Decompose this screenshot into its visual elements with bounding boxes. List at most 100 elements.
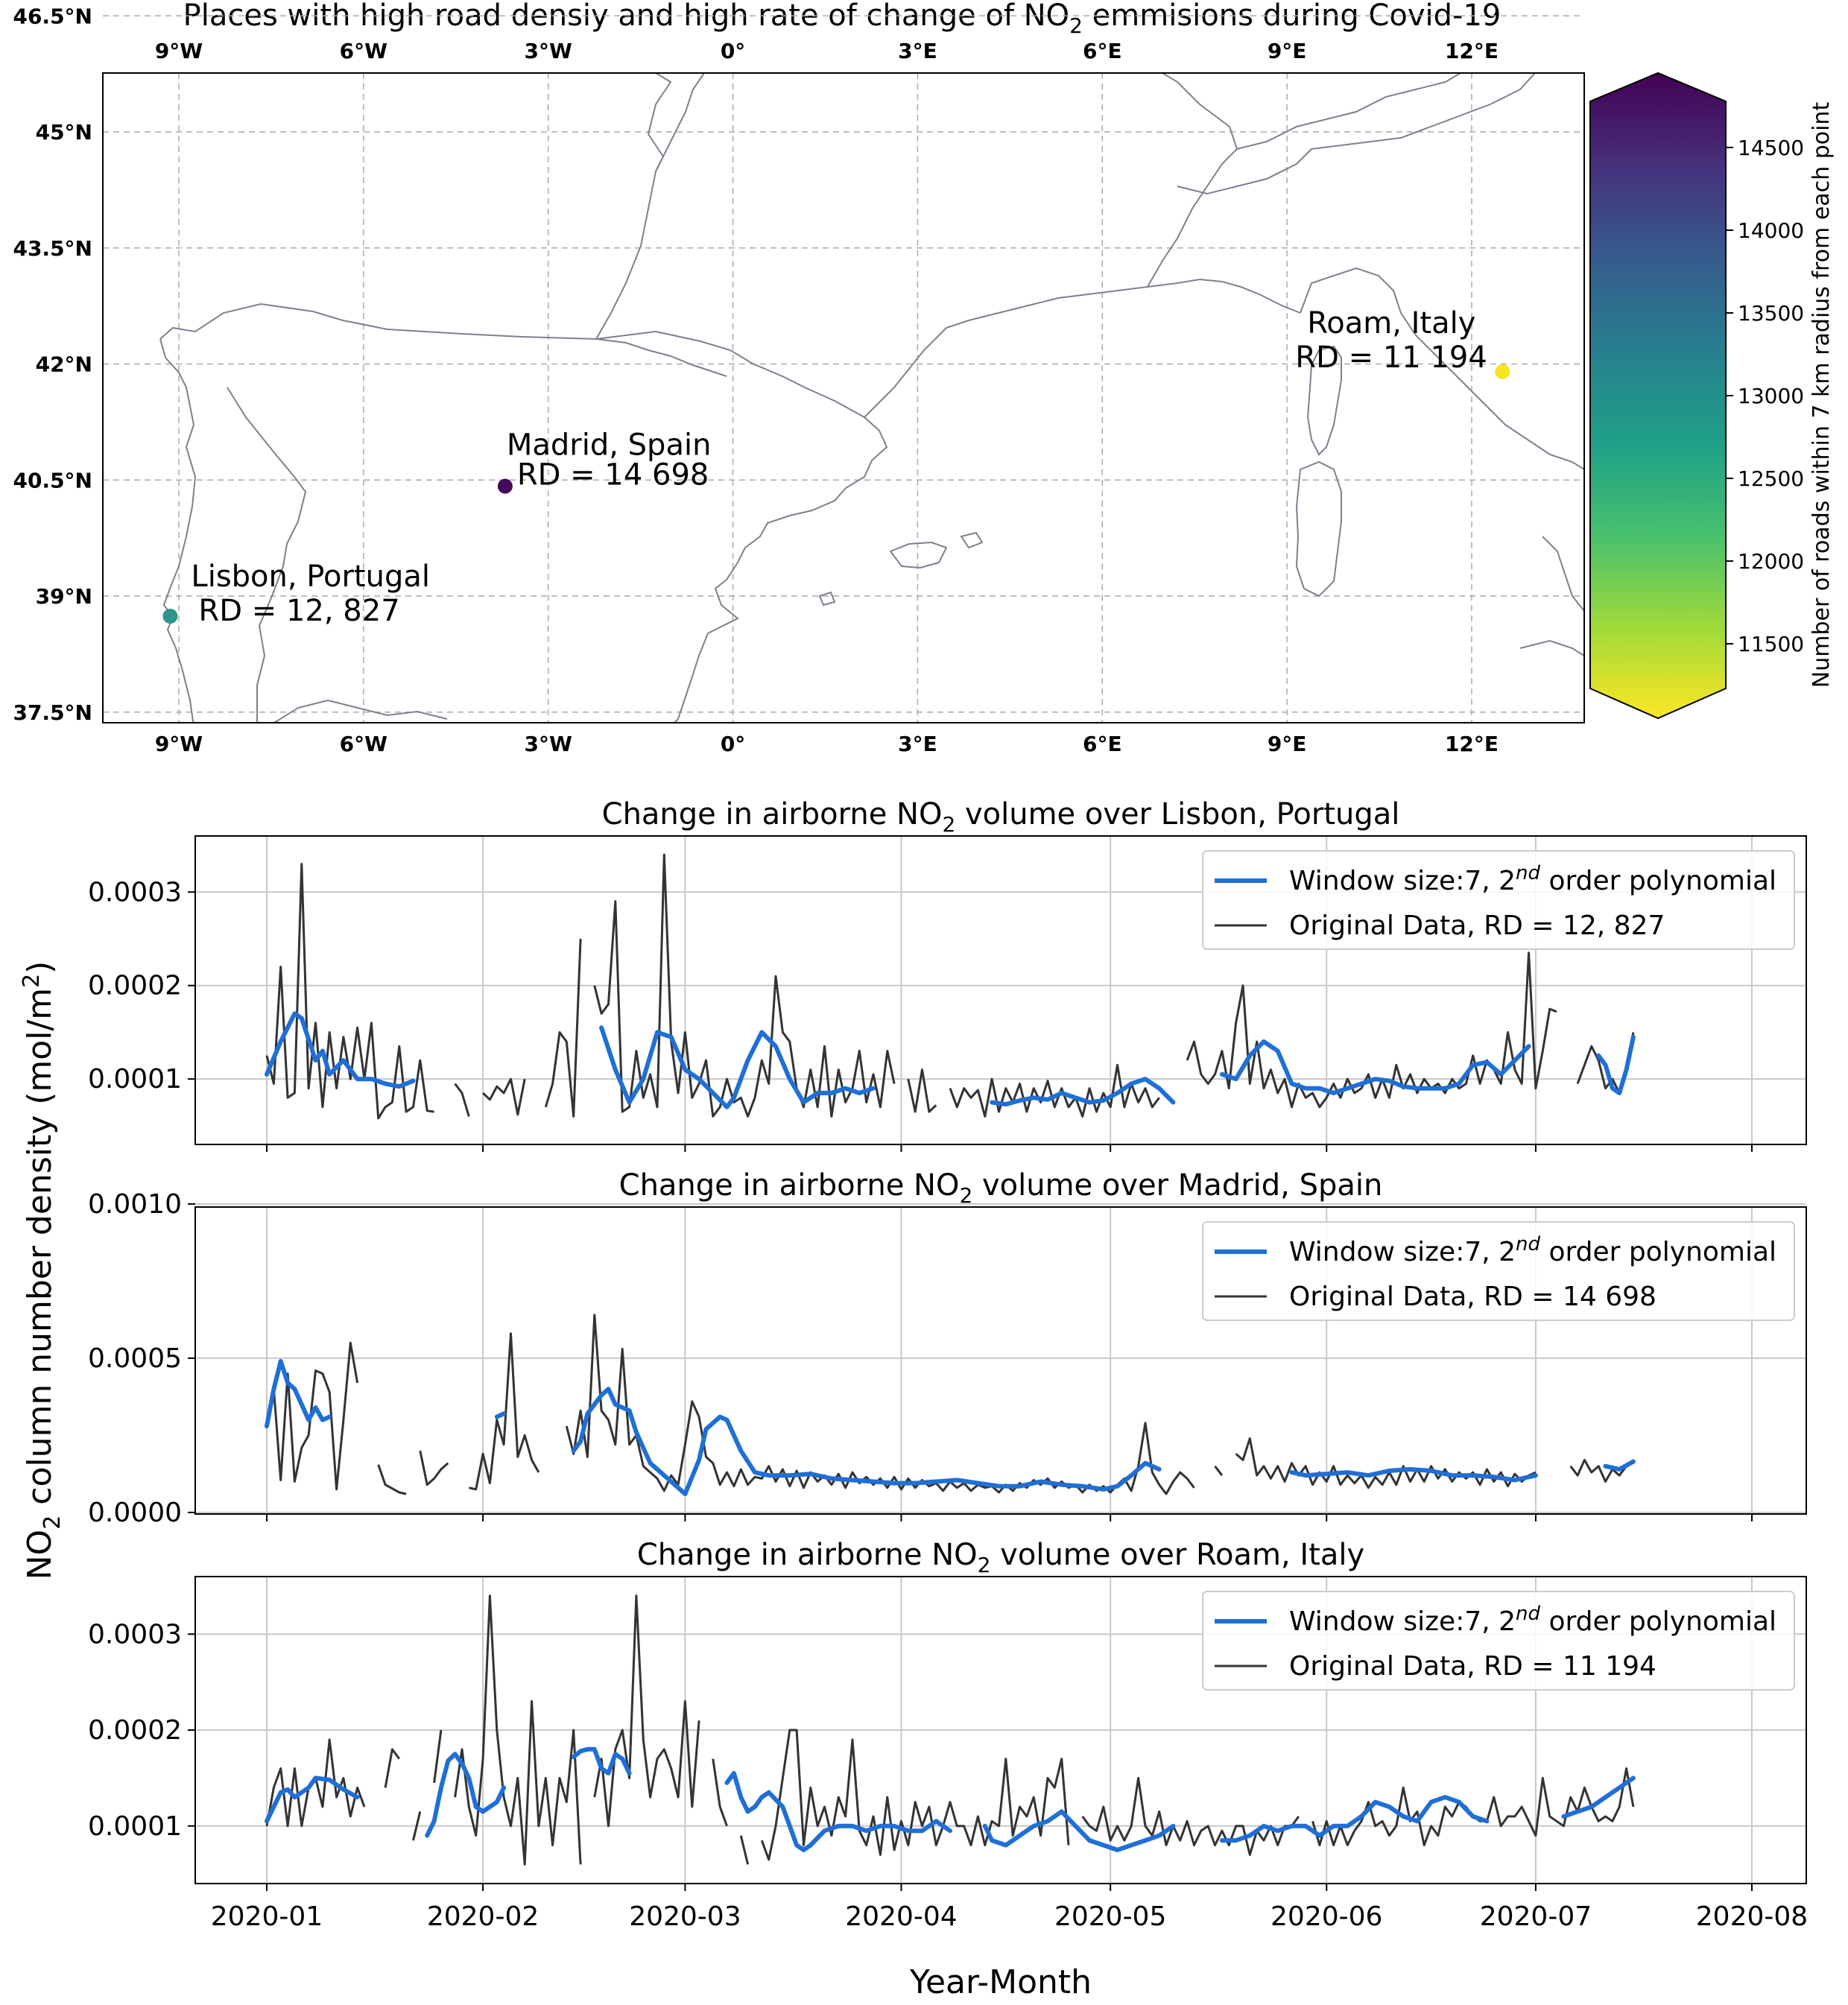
original-data-line bbox=[482, 1077, 526, 1116]
x-tick-label: 2020-07 bbox=[1480, 1901, 1592, 1932]
colorbar-tick-label: 14500 bbox=[1738, 136, 1804, 160]
lat-tick: 43.5°N bbox=[13, 236, 92, 261]
lon-tick-bottom: 0° bbox=[721, 732, 745, 756]
original-data-line bbox=[712, 1758, 728, 1827]
smoothed-line bbox=[494, 1411, 507, 1419]
smoothed-line bbox=[571, 1746, 632, 1776]
original-data-line bbox=[1186, 951, 1557, 1109]
panel-frame bbox=[194, 1576, 1807, 1884]
lat-tick: 40.5°N bbox=[13, 468, 92, 492]
legend: Window size:7, 2nd order polynomial Origi… bbox=[1202, 1591, 1795, 1691]
smoothed-line bbox=[425, 1752, 507, 1838]
x-tick-labels: 2020-01 2020-02 2020-03 2020-04 2020-05 2020-… bbox=[211, 1901, 1808, 1932]
lon-tick-bottom: 6°E bbox=[1083, 732, 1122, 756]
lon-tick-top: 9°W bbox=[155, 39, 203, 63]
y-tick-label: 0.0005 bbox=[88, 1343, 182, 1374]
original-data-line bbox=[412, 1811, 422, 1841]
lon-tick-top: 0° bbox=[721, 39, 745, 63]
original-data-line bbox=[593, 1594, 700, 1828]
y-tick-label: 0.0002 bbox=[88, 1715, 182, 1746]
lon-tick-bottom: 6°W bbox=[340, 732, 387, 756]
original-data-line bbox=[377, 1464, 407, 1495]
panel-title: Change in airborne NO2 volume over Lisbo… bbox=[602, 797, 1400, 837]
timeseries-panels: Change in airborne NO2 volume over Lisbo… bbox=[88, 797, 1807, 1891]
x-tick-label: 2020-01 bbox=[211, 1901, 323, 1932]
lat-tick: 37.5°N bbox=[13, 700, 92, 725]
original-data-line bbox=[1569, 1459, 1634, 1483]
original-data-line bbox=[454, 1594, 582, 1866]
lat-tick: 46.5°N bbox=[13, 4, 92, 28]
legend-box bbox=[1202, 1221, 1795, 1321]
colorbar-tick-label: 13500 bbox=[1738, 301, 1804, 326]
y-tick-label: 0.0001 bbox=[88, 1064, 182, 1095]
map-point-label: Lisbon, Portugal bbox=[191, 560, 430, 594]
y-tick-label: 0.0002 bbox=[88, 971, 182, 1001]
legend-box bbox=[1202, 850, 1795, 950]
x-axis-label: Year-Month bbox=[909, 1963, 1092, 2001]
x-tick-label: 2020-08 bbox=[1696, 1901, 1808, 1932]
x-tick-label: 2020-02 bbox=[427, 1901, 539, 1932]
original-data-line bbox=[384, 1748, 401, 1788]
panel-title: Change in airborne NO2 volume over Madri… bbox=[619, 1168, 1383, 1208]
x-tick-label: 2020-06 bbox=[1270, 1901, 1382, 1932]
original-data-line bbox=[565, 1314, 1195, 1495]
original-data-line bbox=[454, 1083, 470, 1117]
lon-tick-top: 9°E bbox=[1268, 39, 1307, 63]
colorbar-tick-label: 12000 bbox=[1738, 549, 1804, 574]
lat-tick: 45°N bbox=[36, 120, 92, 145]
panel-1: Change in airborne NO2 volume over Lisbo… bbox=[88, 797, 1807, 1152]
original-data-line bbox=[760, 1729, 1070, 1861]
smoothed-line bbox=[724, 1770, 952, 1852]
map-point-label: Madrid, Spain bbox=[507, 428, 712, 463]
colorbar-tick-label: 14000 bbox=[1738, 218, 1804, 243]
smoothed-line bbox=[599, 1025, 876, 1109]
map-point-rd: RD = 11 194 bbox=[1295, 340, 1487, 375]
smoothed-line bbox=[265, 1776, 360, 1824]
colorbar-tick-label: 13000 bbox=[1738, 384, 1804, 408]
smoothed-line bbox=[1219, 1795, 1490, 1843]
map-point-rd: RD = 12, 827 bbox=[198, 594, 399, 628]
map-tick-labels: 9°W 9°W 6°W 6°W 3°W 3°W 0° 0° 3°E 3°E 6°E 6°E 9°E 9°E… bbox=[13, 4, 1499, 756]
map-point-marker bbox=[497, 478, 513, 494]
lon-tick-top: 6°E bbox=[1083, 39, 1122, 63]
lon-tick-bottom: 9°E bbox=[1268, 732, 1307, 756]
panel-frame bbox=[194, 835, 1807, 1145]
original-data-line bbox=[1235, 1437, 1537, 1489]
original-data-line bbox=[907, 1068, 937, 1113]
legend: Window size:7, 2nd order polynomial Origi… bbox=[1202, 1221, 1795, 1321]
panel-title: Change in airborne NO2 volume over Roam,… bbox=[637, 1538, 1364, 1577]
smoothed-line bbox=[982, 1809, 1176, 1852]
colorbar-tick-label: 12500 bbox=[1738, 466, 1804, 491]
lon-tick-bottom: 3°W bbox=[525, 732, 572, 756]
colorbar-label: Number of roads within 7 km radius from … bbox=[1809, 102, 1835, 688]
smoothed-line bbox=[1603, 1459, 1636, 1472]
original-data-line bbox=[1081, 1776, 1300, 1856]
lat-tick: 42°N bbox=[36, 352, 92, 377]
legend-box bbox=[1202, 1591, 1795, 1691]
panel-2: Change in airborne NO2 volume over Madri… bbox=[88, 1168, 1807, 1528]
original-data-line bbox=[468, 1332, 540, 1491]
legend: Window size:7, 2nd order polynomial Origi… bbox=[1202, 850, 1795, 950]
x-tick-label: 2020-04 bbox=[845, 1901, 957, 1932]
colorbar-tick-label: 11500 bbox=[1738, 632, 1804, 656]
panel-3: Change in airborne NO2 volume over Roam,… bbox=[88, 1538, 1807, 1891]
original-data-line bbox=[265, 1738, 366, 1828]
legend-label-original: Original Data, RD = 12, 827 bbox=[1289, 910, 1665, 941]
lon-tick-top: 3°E bbox=[898, 39, 937, 63]
legend-label-original: Original Data, RD = 14 698 bbox=[1289, 1282, 1656, 1312]
lon-tick-bottom: 12°E bbox=[1445, 732, 1499, 756]
map-frame bbox=[102, 72, 1585, 723]
original-data-line bbox=[593, 853, 896, 1118]
map-point-marker bbox=[1495, 364, 1510, 379]
smoothed-line bbox=[1561, 1776, 1636, 1819]
smoothed-line bbox=[1289, 1467, 1538, 1483]
y-tick-label: 0.0003 bbox=[88, 1619, 182, 1650]
colorbar: 11500 12000 12500 13000 13500 14000 14500 Numb… bbox=[1589, 72, 1835, 720]
lon-tick-top: 6°W bbox=[340, 39, 387, 63]
colorbar-gradient bbox=[1589, 72, 1727, 720]
original-data-line bbox=[1214, 1465, 1224, 1477]
